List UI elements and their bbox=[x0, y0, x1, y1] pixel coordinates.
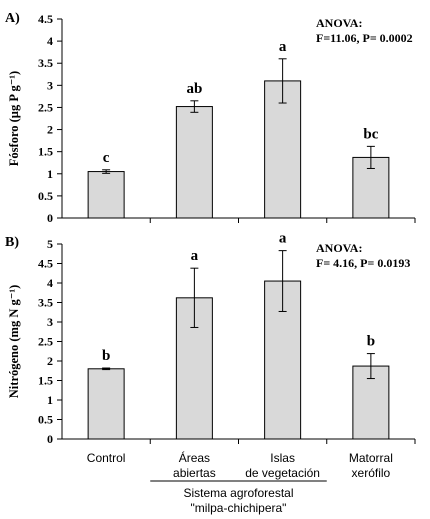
significance-letter: b bbox=[367, 334, 375, 350]
y-tick-label: 0 bbox=[47, 211, 53, 225]
bar bbox=[87, 368, 125, 440]
x-category-label: Áreas bbox=[179, 450, 210, 465]
bar bbox=[264, 80, 302, 219]
y-tick-label: 2 bbox=[47, 354, 53, 368]
bar bbox=[175, 106, 213, 219]
significance-letter: ab bbox=[186, 81, 202, 97]
significance-letter: a bbox=[191, 248, 199, 264]
y-tick-label: 0 bbox=[47, 432, 53, 446]
significance-letter: a bbox=[279, 231, 287, 247]
y-tick-label: 1.5 bbox=[38, 374, 53, 388]
significance-letter: bc bbox=[363, 126, 378, 142]
bar bbox=[87, 171, 125, 219]
y-tick-label: 3 bbox=[47, 78, 53, 92]
y-tick-label: 2.5 bbox=[38, 335, 53, 349]
y-tick-label: 3.5 bbox=[38, 296, 53, 310]
y-tick-label: 5 bbox=[47, 237, 53, 251]
x-category-label: Control bbox=[87, 451, 126, 465]
chart-panel-b: B) 0 0.5 1 1.5 2 2.5 3 3.5 4 4.5 5 Nitrógeno (mg N g… bbox=[5, 231, 416, 446]
y-tick-label: 4.5 bbox=[38, 257, 53, 271]
y-tick-label: 0.5 bbox=[38, 189, 53, 203]
panel-label: A) bbox=[5, 11, 20, 26]
significance-letter: c bbox=[103, 150, 110, 166]
chart-panel-a: A) 0 0.5 1 1.5 2 2.5 3 3.5 4 4.5 Fósforo (µg P g⁻¹)… bbox=[5, 11, 416, 225]
anova-title: ANOVA: bbox=[316, 16, 362, 30]
group-label: "milpa-chichipera" bbox=[191, 501, 287, 515]
significance-letter: a bbox=[279, 39, 287, 55]
y-tick-label: 3 bbox=[47, 315, 53, 329]
y-tick-label: 2.5 bbox=[38, 100, 53, 114]
y-tick-label: 4 bbox=[47, 276, 53, 290]
x-category-label: Matorral bbox=[349, 451, 393, 465]
y-tick-label: 1 bbox=[47, 393, 53, 407]
y-tick-label: 3.5 bbox=[38, 56, 53, 70]
significance-letter: b bbox=[102, 348, 110, 364]
x-category-label: xerófilo bbox=[352, 466, 391, 480]
y-tick-label: 4 bbox=[47, 34, 53, 48]
anova-title: ANOVA: bbox=[316, 241, 362, 255]
y-tick-label: 1.5 bbox=[38, 145, 53, 159]
group-label: Sistema agroforestal bbox=[183, 486, 293, 500]
anova-stats: F= 4.16, P= 0.0193 bbox=[316, 256, 410, 270]
anova-stats: F=11.06, P= 0.0002 bbox=[316, 31, 413, 45]
x-category-label: Islas bbox=[270, 451, 295, 465]
panel-label: B) bbox=[5, 235, 19, 250]
y-axis-label: Nitrógeno (mg N g⁻¹) bbox=[7, 285, 21, 398]
y-tick-label: 2 bbox=[47, 123, 53, 137]
y-tick-label: 0.5 bbox=[38, 413, 53, 427]
x-category-label: de vegetación bbox=[245, 466, 320, 480]
bar bbox=[175, 297, 213, 440]
y-tick-label: 4.5 bbox=[38, 12, 53, 26]
y-axis-label: Fósforo (µg P g⁻¹) bbox=[7, 71, 21, 166]
y-tick-label: 1 bbox=[47, 167, 53, 181]
x-category-label: abiertas bbox=[173, 466, 216, 480]
